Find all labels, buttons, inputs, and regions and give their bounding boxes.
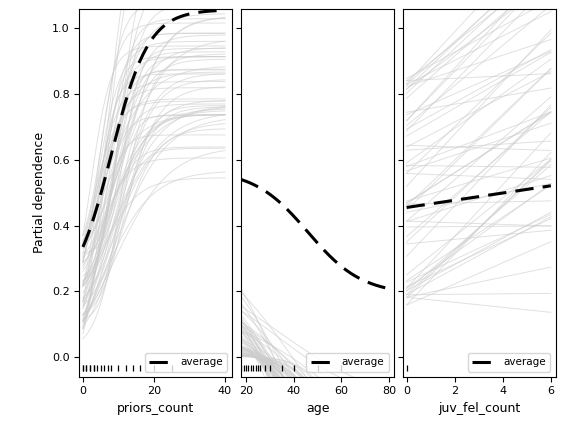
X-axis label: juv_fel_count: juv_fel_count xyxy=(438,402,521,415)
Legend: average: average xyxy=(145,353,227,372)
Legend: average: average xyxy=(306,353,388,372)
Y-axis label: Partial dependence: Partial dependence xyxy=(33,132,46,253)
Legend: average: average xyxy=(468,353,551,372)
X-axis label: priors_count: priors_count xyxy=(117,402,194,415)
X-axis label: age: age xyxy=(306,402,329,415)
